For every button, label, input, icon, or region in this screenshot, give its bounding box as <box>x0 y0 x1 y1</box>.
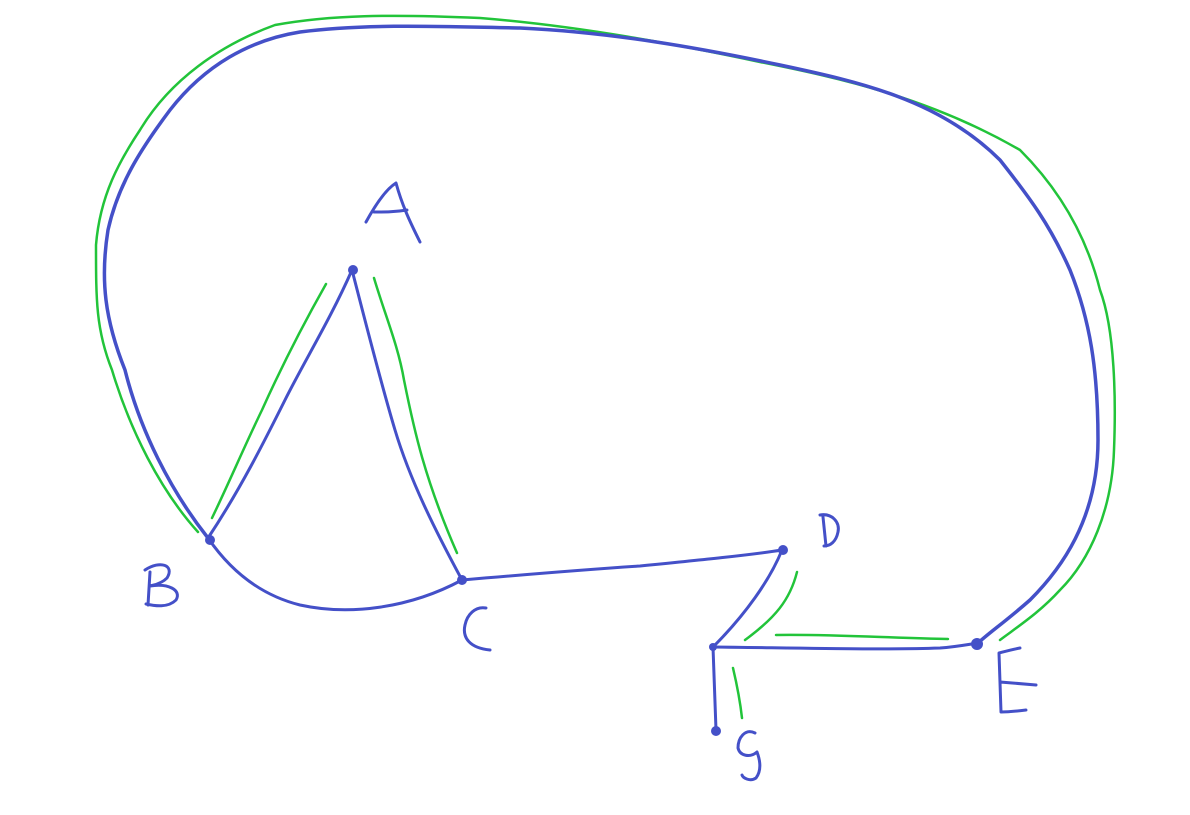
label-layer: A B C D E G <box>143 181 1038 782</box>
highlight-edge-f-g <box>731 666 744 720</box>
highlight-outer-loop <box>94 14 1117 642</box>
node-label-b: B <box>143 563 179 608</box>
node-f-dot[interactable] <box>709 643 717 651</box>
edge-c-d <box>460 548 784 582</box>
highlight-edge-f-e <box>774 633 950 641</box>
node-c-dot[interactable] <box>457 575 467 585</box>
highlight-edge-a-b <box>210 282 328 520</box>
node-layer <box>205 265 983 736</box>
node-d-dot[interactable] <box>778 545 788 555</box>
edge-a-b <box>206 268 354 540</box>
node-label-d: D <box>818 513 840 548</box>
node-g-dot[interactable] <box>711 726 721 736</box>
node-label-g: G <box>736 730 762 782</box>
node-label-c: C <box>462 606 492 652</box>
node-label-a: A <box>364 181 422 244</box>
node-e-dot[interactable] <box>971 638 983 650</box>
edge-f-e <box>711 641 980 651</box>
node-b-dot[interactable] <box>205 535 215 545</box>
highlight-edge-a-c <box>372 276 459 555</box>
highlight-edge-d-f <box>743 570 799 642</box>
node-a-dot[interactable] <box>348 265 358 275</box>
highlight-layer <box>94 14 1117 720</box>
edge-a-c <box>350 268 464 582</box>
edge-f-g <box>711 645 718 732</box>
edge-layer <box>102 24 1100 732</box>
edge-d-f <box>711 548 784 649</box>
edge-b-c <box>206 536 464 612</box>
edge-b-e-loop <box>102 24 1100 645</box>
node-label-e: E <box>997 646 1038 714</box>
